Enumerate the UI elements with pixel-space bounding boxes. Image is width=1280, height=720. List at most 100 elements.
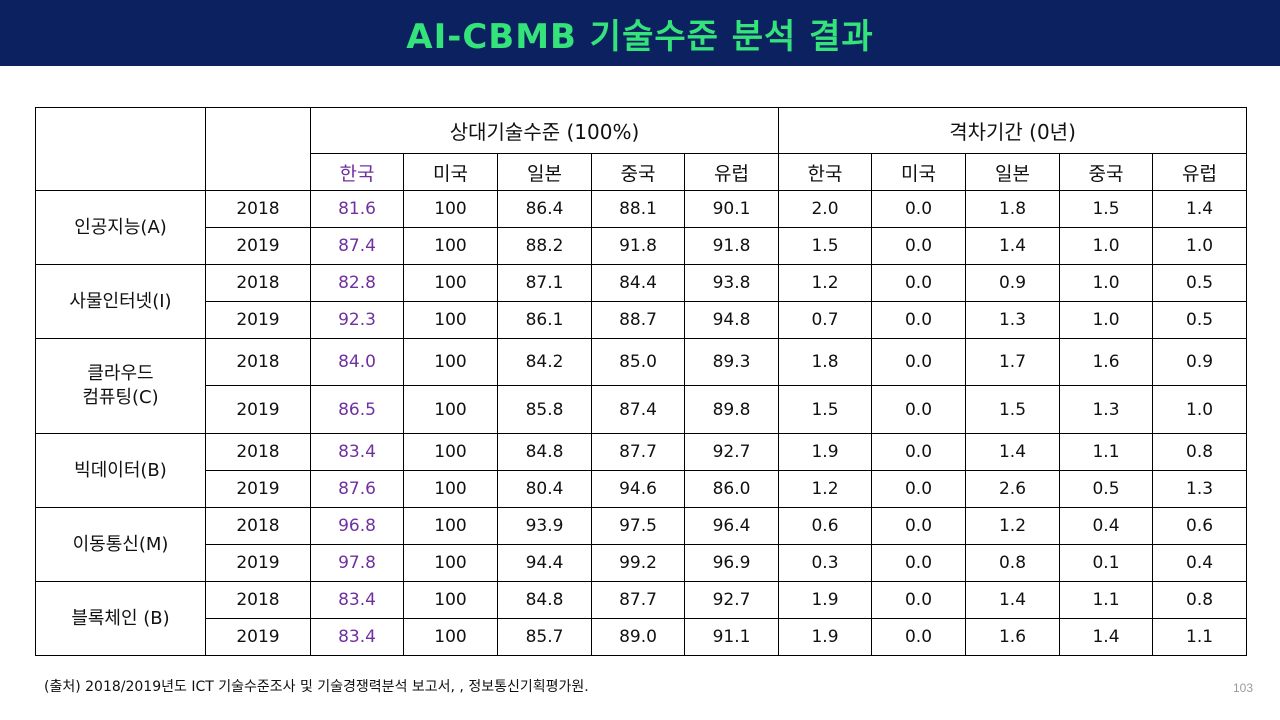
gap-period-cell: 1.7: [965, 338, 1061, 386]
relative-level-cell: 88.2: [497, 227, 592, 265]
relative-level-cell: 96.4: [683, 507, 780, 545]
relative-level-cell: 94.4: [497, 544, 592, 582]
relative-level-cell: 87.4: [310, 227, 404, 265]
relative-level-cell: 100: [403, 190, 498, 228]
year-cell: 2018: [205, 433, 311, 471]
table-row: 빅데이터(B) 2018 83.4 100 84.8 87.7 92.7 1.9 0.0 1.4 1…: [35, 433, 1248, 508]
gap-period-cell: 1.3: [1152, 470, 1248, 508]
relative-level-cell: 100: [403, 507, 498, 545]
gap-period-cell: 0.7: [778, 301, 873, 339]
gap-period-cell: 0.6: [1152, 507, 1248, 545]
gap-period-header: 격차기간 (0년): [778, 107, 1248, 154]
gap-country-china: 중국: [1059, 153, 1154, 191]
domain-label: 사물인터넷(I): [35, 264, 206, 339]
relative-level-cell: 87.7: [591, 433, 685, 471]
rel-country-usa: 미국: [403, 153, 498, 191]
relative-level-cell: 86.4: [497, 190, 592, 228]
gap-period-cell: 1.0: [1152, 385, 1248, 434]
year-cell: 2019: [205, 301, 311, 339]
year-cell: 2019: [205, 385, 311, 434]
year-cell: 2018: [205, 338, 311, 386]
gap-period-cell: 1.5: [778, 227, 873, 265]
year-cell: 2018: [205, 190, 311, 228]
relative-level-cell: 84.4: [591, 264, 685, 302]
gap-period-cell: 1.0: [1152, 227, 1248, 265]
relative-level-cell: 97.8: [310, 544, 404, 582]
domain-label-line: 빅데이터(B): [74, 459, 167, 481]
relative-level-cell: 83.4: [310, 581, 404, 619]
relative-level-cell: 82.8: [310, 264, 404, 302]
gap-period-cell: 1.4: [965, 227, 1061, 265]
slide-title: AI-CBMB 기술수준 분석 결과: [406, 16, 874, 57]
relative-level-cell: 100: [403, 264, 498, 302]
relative-level-cell: 85.0: [591, 338, 685, 386]
domain-label: 이동통신(M): [35, 507, 206, 582]
gap-period-cell: 2.6: [965, 470, 1061, 508]
gap-period-cell: 1.5: [965, 385, 1061, 434]
relative-level-cell: 96.8: [310, 507, 404, 545]
gap-period-cell: 0.8: [965, 544, 1061, 582]
relative-level-cell: 86.1: [497, 301, 592, 339]
gap-period-cell: 0.0: [871, 433, 967, 471]
table-row: 2019 83.4 100 85.7 89.0 91.1 1.9 0.0 1.6 1.4 1.1: [36, 618, 1248, 656]
gap-period-cell: 0.0: [871, 264, 967, 302]
gap-period-cell: 1.0: [1059, 264, 1154, 302]
relative-level-cell: 100: [403, 338, 498, 386]
relative-level-cell: 84.8: [497, 581, 592, 619]
gap-period-cell: 0.0: [871, 507, 967, 545]
gap-period-cell: 0.4: [1059, 507, 1154, 545]
relative-level-cell: 84.8: [497, 433, 592, 471]
gap-period-cell: 1.8: [778, 338, 873, 386]
gap-period-cell: 0.0: [871, 301, 967, 339]
year-cell: 2018: [205, 507, 311, 545]
relative-level-cell: 92.3: [310, 301, 404, 339]
relative-level-cell: 99.2: [591, 544, 685, 582]
gap-period-cell: 0.0: [871, 190, 967, 228]
gap-period-cell: 1.9: [778, 581, 873, 619]
gap-country-japan: 일본: [965, 153, 1061, 191]
gap-period-cell: 0.8: [1152, 433, 1248, 471]
relative-level-cell: 100: [403, 227, 498, 265]
relative-level-cell: 100: [403, 433, 498, 471]
relative-level-cell: 87.6: [310, 470, 404, 508]
relative-level-cell: 83.4: [310, 433, 404, 471]
relative-level-cell: 89.0: [591, 618, 685, 656]
relative-level-cell: 91.1: [683, 618, 780, 656]
relative-level-cell: 100: [403, 470, 498, 508]
table-row: 이동통신(M) 2018 96.8 100 93.9 97.5 96.4 0.6 0.0 1.2 0…: [35, 507, 1248, 582]
rel-country-japan: 일본: [497, 153, 592, 191]
domain-label: 블록체인 (B): [35, 581, 206, 656]
tech-table-body: 인공지능(A) 2018 81.6 100 86.4 88.1 90.1 2.0 0.0 1.8 1…: [35, 190, 1248, 656]
domain-label-line: 인공지능(A): [74, 216, 167, 238]
relative-tech-level-title: 상대기술수준: [449, 120, 561, 144]
gap-period-cell: 1.0: [1059, 301, 1154, 339]
domain-label-line: 컴퓨팅(C): [82, 387, 159, 408]
year-cell: 2019: [205, 544, 311, 582]
gap-period-cell: 1.1: [1059, 433, 1154, 471]
relative-level-cell: 92.7: [683, 433, 780, 471]
gap-period-cell: 0.5: [1059, 470, 1154, 508]
relative-level-cell: 84.0: [310, 338, 404, 386]
relative-level-cell: 80.4: [497, 470, 592, 508]
tech-level-table: 상대기술수준 (100%) 격차기간 (0년) 한국 미국 일본 중국 유럽 한…: [35, 107, 1248, 656]
year-cell: 2018: [205, 264, 311, 302]
gap-country-korea: 한국: [778, 153, 873, 191]
gap-period-cell: 1.8: [965, 190, 1061, 228]
gap-period-cell: 2.0: [778, 190, 873, 228]
domain-label-line: 블록체인 (B): [71, 607, 170, 629]
relative-level-cell: 94.8: [683, 301, 780, 339]
gap-period-cell: 0.0: [871, 385, 967, 434]
header-row-groups: 상대기술수준 (100%) 격차기간 (0년): [35, 107, 1248, 191]
gap-period-title: 격차기간: [949, 120, 1023, 144]
gap-period-cell: 1.2: [778, 264, 873, 302]
relative-level-cell: 89.3: [683, 338, 780, 386]
domain-label-line: 이동통신(M): [72, 533, 169, 555]
relative-level-cell: 85.8: [497, 385, 592, 434]
gap-period-cell: 1.4: [965, 433, 1061, 471]
gap-country-usa: 미국: [871, 153, 967, 191]
relative-tech-level-unit: (100%): [566, 120, 640, 144]
gap-period-cell: 0.0: [871, 470, 967, 508]
table-row: 2019 87.6 100 80.4 94.6 86.0 1.2 0.0 2.6 0.5 1.3: [36, 470, 1248, 508]
gap-period-cell: 1.5: [778, 385, 873, 434]
relative-level-cell: 86.0: [683, 470, 780, 508]
